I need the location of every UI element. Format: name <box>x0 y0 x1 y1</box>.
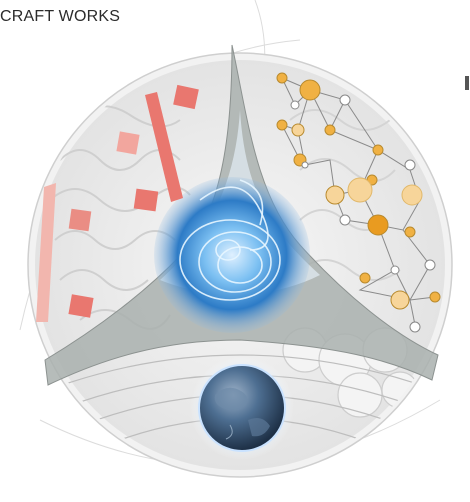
red-arc-long <box>145 92 183 202</box>
pale-arc-long <box>36 183 56 322</box>
page-title: CRAFT WORKS <box>0 8 121 25</box>
energy-sphere <box>154 177 310 333</box>
red-blocks <box>36 84 199 322</box>
main-disc <box>27 44 453 478</box>
edge-mark <box>465 76 469 90</box>
earth-globe <box>190 356 294 460</box>
node-network <box>276 72 441 333</box>
